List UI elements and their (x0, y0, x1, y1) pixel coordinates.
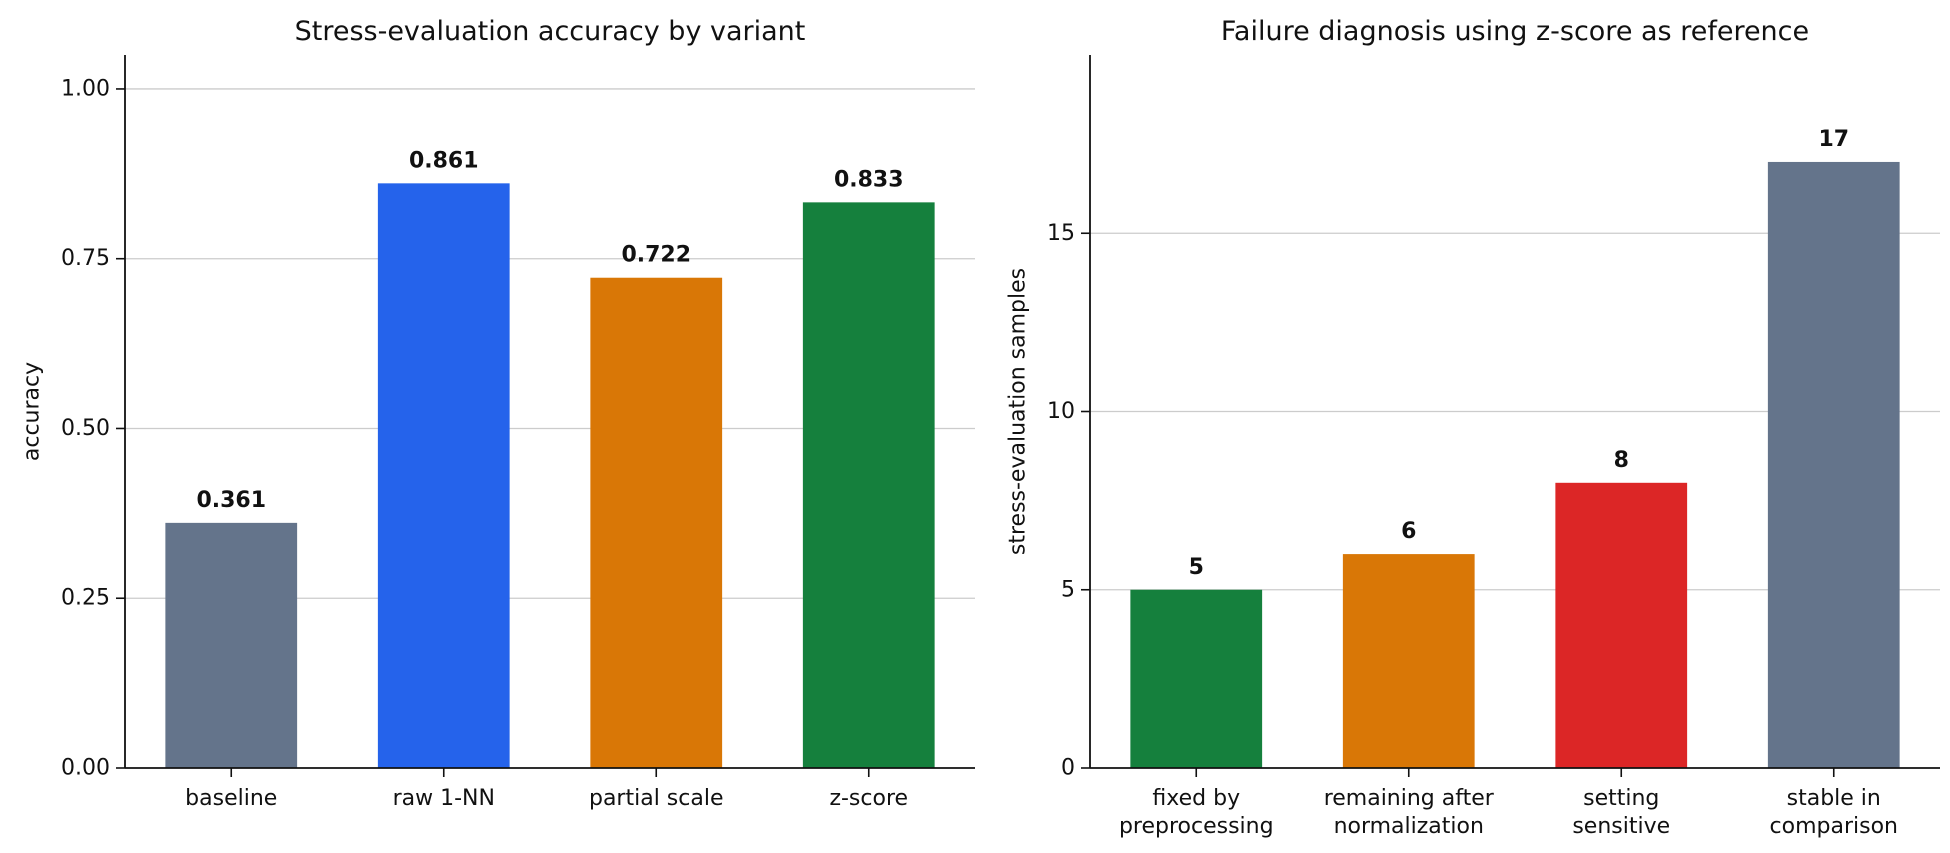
x-tick-label: raw 1-NN (393, 786, 495, 811)
data-label: 0.861 (409, 148, 479, 173)
x-tick-label: baseline (185, 786, 277, 811)
bar (802, 202, 935, 768)
y-tick-label: 0.00 (61, 756, 110, 781)
x-tick-label: z-score (829, 786, 908, 811)
bar (1767, 161, 1900, 768)
data-label: 5 (1189, 555, 1204, 580)
bar (165, 522, 298, 768)
data-label: 6 (1401, 519, 1416, 544)
x-tick-label: remaining after normalization (1324, 786, 1495, 839)
bar (1342, 554, 1475, 768)
x-tick-label-line: preprocessing (1119, 814, 1274, 839)
y-axis-label: accuracy (20, 362, 45, 461)
x-tick-label-line: normalization (1334, 814, 1484, 839)
x-tick-label-line: partial scale (589, 786, 724, 811)
x-tick-label-line: comparison (1770, 814, 1898, 839)
x-tick-label: setting sensitive (1572, 786, 1670, 839)
y-tick-label: 0.75 (61, 246, 110, 271)
x-tick-label: stable in comparison (1770, 786, 1898, 839)
x-tick-label-line: raw 1-NN (393, 786, 495, 811)
bar (1130, 589, 1263, 768)
data-label: 17 (1818, 127, 1849, 152)
data-label: 0.833 (834, 167, 904, 192)
y-tick-label: 10 (1047, 399, 1075, 424)
x-tick-label-line: remaining after (1324, 786, 1495, 811)
y-tick-label: 0.25 (61, 586, 110, 611)
x-tick-label-line: setting (1583, 786, 1659, 811)
x-tick-label-line: z-score (829, 786, 908, 811)
x-tick-label-line: stable in (1787, 786, 1881, 811)
bar (377, 183, 510, 769)
y-tick-label: 0 (1061, 756, 1075, 781)
data-label: 0.722 (621, 243, 691, 268)
bar (1555, 482, 1688, 768)
x-tick-label: fixed by preprocessing (1119, 786, 1274, 839)
x-tick-label-line: fixed by (1152, 786, 1240, 811)
chart-panel-1: 0.361 0.861 0.722 0.833 0.00 0.25 0.50 0.75 1.00… (20, 16, 975, 811)
y-tick-label: 15 (1047, 221, 1075, 246)
data-label: 8 (1614, 448, 1629, 473)
y-axis-label: stress-evaluation samples (1006, 268, 1031, 555)
chart-title: Stress-evaluation accuracy by variant (295, 16, 806, 47)
x-tick-label-line: sensitive (1572, 814, 1670, 839)
bar (590, 277, 723, 768)
x-tick-label: partial scale (589, 786, 724, 811)
y-tick-label: 5 (1061, 577, 1075, 602)
y-tick-label: 1.00 (61, 76, 110, 101)
x-tick-label-line: baseline (185, 786, 277, 811)
y-tick-label: 0.50 (61, 416, 110, 441)
data-label: 0.361 (196, 488, 266, 513)
chart-title: Failure diagnosis using z-score as refer… (1221, 16, 1809, 47)
chart-panel-2: 5 6 8 17 0 5 10 15 fixed by preprocessing remainin… (1006, 16, 1940, 839)
